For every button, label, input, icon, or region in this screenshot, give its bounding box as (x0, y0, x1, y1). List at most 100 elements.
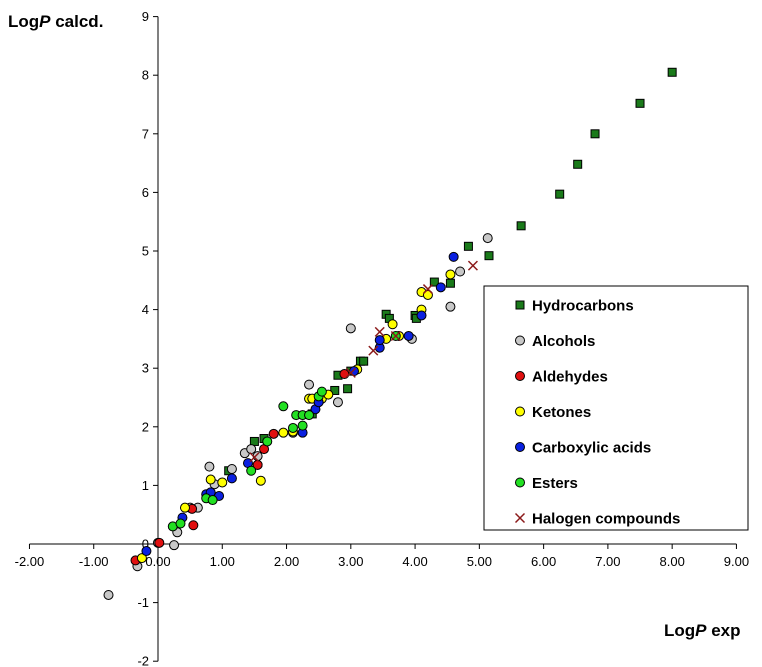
legend-marker-aldehydes (515, 371, 525, 381)
data-point-esters (304, 410, 315, 421)
legend-label-ketones: Ketones (532, 404, 591, 421)
x-tick-label: 9.00 (724, 554, 749, 569)
data-point-hydrocarbons (590, 129, 600, 139)
data-point-ketones (179, 502, 190, 513)
legend-label-carboxylic-acids: Carboxylic acids (532, 440, 651, 457)
data-point-hydrocarbons (359, 356, 369, 366)
y-tick-label: -1 (137, 595, 149, 610)
data-point-ketones (278, 427, 289, 438)
data-point-alcohols (455, 266, 466, 277)
data-point-esters (207, 495, 218, 506)
data-point-alcohols (169, 540, 180, 551)
data-point-carboxylic-acids (403, 330, 414, 341)
data-point-alcohols (304, 379, 315, 390)
x-tick-label: 4.00 (402, 554, 427, 569)
x-axis-title-prefix: Log (664, 621, 696, 640)
data-point-ketones (136, 553, 147, 564)
data-point-aldehydes (154, 537, 165, 548)
data-point-hydrocarbons (573, 159, 583, 169)
x-marker-stroke (422, 284, 433, 295)
data-point-carboxylic-acids (141, 546, 152, 557)
x-marker-stroke (374, 326, 385, 337)
data-point-halogen-compounds (368, 345, 379, 356)
x-axis-title-suffix: exp (706, 621, 741, 640)
data-point-alcohols (252, 451, 263, 462)
data-point-esters (316, 386, 327, 397)
y-axis-title: LogP calcd. (8, 12, 103, 32)
legend-marker-esters (515, 477, 525, 488)
data-point-ketones (387, 319, 398, 330)
data-point-halogen-compounds (249, 452, 260, 463)
y-tick-label: 1 (142, 478, 149, 493)
data-point-halogen-compounds (390, 330, 401, 342)
data-point-hydrocarbons (463, 241, 473, 251)
data-points (103, 67, 677, 600)
data-point-hydrocarbons (484, 251, 494, 261)
legend-marker-halogen-compounds (514, 512, 526, 524)
y-tick-label: 6 (142, 185, 149, 200)
x-marker-stroke (467, 260, 478, 271)
data-point-carboxylic-acids (416, 310, 427, 321)
x-tick-label: 2.00 (274, 554, 299, 569)
data-point-alcohols (332, 397, 343, 408)
data-point-esters (175, 518, 186, 529)
x-tick-label: 5.00 (467, 554, 492, 569)
x-tick-label: 7.00 (595, 554, 620, 569)
y-tick-label: 8 (142, 68, 149, 83)
x-axis-title: LogP exp (664, 621, 741, 641)
data-point-hydrocarbons (445, 278, 455, 288)
y-tick-label: -2 (137, 654, 149, 667)
data-point-alcohols (345, 323, 356, 334)
legend-label-aldehydes: Aldehydes (532, 369, 608, 386)
y-tick-label: 3 (142, 361, 149, 376)
x-marker-stroke (368, 345, 379, 356)
y-tick-label: 2 (142, 419, 149, 434)
x-marker-stroke (249, 452, 260, 463)
data-point-alcohols (226, 463, 237, 474)
data-point-carboxylic-acids (448, 251, 459, 262)
legend-label-hydrocarbons: Hydrocarbons (532, 298, 634, 315)
data-point-halogen-compounds (374, 326, 385, 337)
data-point-hydrocarbons (343, 384, 353, 394)
data-point-carboxylic-acids (349, 366, 360, 377)
data-point-esters (262, 436, 273, 447)
y-axis-title-italic: P (39, 12, 51, 31)
data-point-carboxylic-acids (374, 335, 385, 346)
x-tick-label: 8.00 (660, 554, 685, 569)
data-point-halogen-compounds (345, 367, 356, 378)
x-marker-stroke (390, 330, 401, 342)
y-tick-label: 7 (142, 126, 149, 141)
data-point-alcohols (246, 444, 257, 455)
x-marker-stroke (514, 512, 526, 524)
legend-box (483, 285, 749, 531)
y-axis-title-prefix: Log (8, 12, 40, 31)
y-tick-label: 4 (142, 302, 149, 317)
data-point-aldehydes (188, 520, 199, 531)
data-point-hydrocarbons (429, 277, 439, 287)
y-tick-label: 9 (142, 9, 149, 24)
legend-marker-alcohols (515, 335, 525, 346)
y-tick-label: 0 (142, 537, 149, 552)
legend-label-halogen-compounds: Halogen compounds (532, 511, 680, 528)
x-tick-label: 0.00 (145, 554, 170, 569)
data-point-hydrocarbons (667, 67, 677, 77)
data-point-alcohols (204, 461, 215, 472)
axes: -2.00 -1.00 0.00 1.00 2.00 3.00 4.00 5.00 6.00 7.… (15, 9, 749, 667)
data-point-esters (297, 420, 308, 431)
data-point-halogen-compounds (422, 284, 433, 295)
data-point-esters (287, 422, 298, 433)
legend: Hydrocarbons Alcohols Aldehydes Ketones Carb… (483, 285, 749, 531)
legend-marker-hydrocarbons (515, 300, 525, 310)
x-tick-label: 3.00 (338, 554, 363, 569)
data-point-aldehydes (268, 428, 279, 439)
data-point-ketones (217, 477, 228, 488)
x-tick-label: -1.00 (79, 554, 109, 569)
data-point-hydrocarbons (555, 189, 565, 199)
x-marker-stroke (345, 367, 356, 378)
legend-marker-ketones (515, 406, 525, 417)
x-tick-label: 6.00 (531, 554, 556, 569)
x-tick-label: -2.00 (15, 554, 45, 569)
data-point-ketones (445, 269, 456, 280)
y-tick-label: 5 (142, 244, 149, 259)
